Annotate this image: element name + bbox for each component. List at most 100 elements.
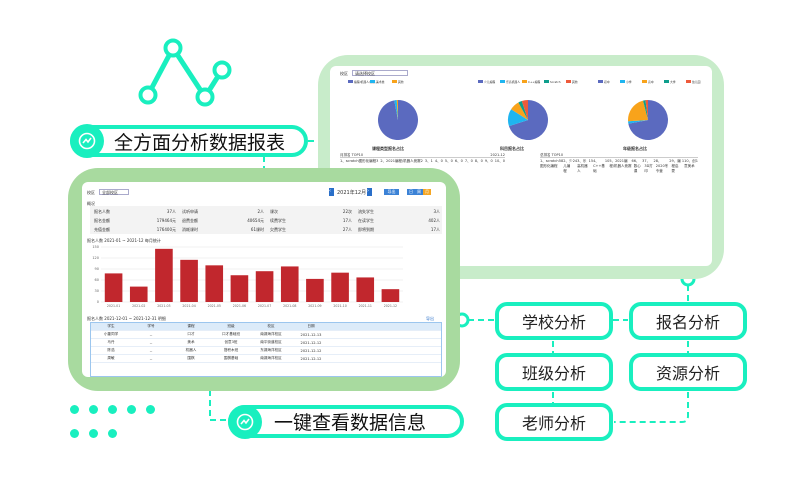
- x-tick-label: 2021-11: [359, 304, 372, 308]
- school-analysis-button[interactable]: 学校分析: [495, 302, 613, 340]
- item-name: 6、: [454, 159, 461, 163]
- x-tick-label: 2021-08: [283, 304, 296, 308]
- next-month-button[interactable]: ›: [367, 188, 372, 196]
- view-week-button[interactable]: 周: [415, 189, 423, 195]
- monthly-enrollment-bar-chart: 0 30 60 90 120 150 2021-01 2021-02 2021-03 2021-0…: [92, 245, 403, 308]
- teacher-analysis-button[interactable]: 老师分析: [495, 403, 613, 441]
- summary-label: 充值金额: [94, 227, 110, 232]
- table-cell: 2021-12-13: [300, 332, 322, 337]
- pie-charts: 编程/机器人/乐高 美术类 其他 少儿编程 乐高机器人 C++编程 Scratch 其他 初中 小…: [348, 80, 701, 140]
- item-name: 9、编程启蒙: [671, 159, 681, 173]
- legend-label[interactable]: 其他: [398, 80, 404, 84]
- enrollment-analysis-button[interactable]: 报名分析: [629, 302, 747, 340]
- item-name: 8、2020冬令营: [655, 159, 669, 173]
- bar: [280, 266, 299, 302]
- view-label: 一键查看数据信息: [228, 404, 464, 439]
- legend-label[interactable]: 乐高机器人: [506, 80, 520, 84]
- column-header: 日期: [307, 324, 315, 328]
- export-button[interactable]: 导出: [384, 189, 399, 195]
- pie-slice: [628, 100, 668, 140]
- view-month-button[interactable]: 月: [423, 189, 431, 195]
- legend-swatch: [566, 80, 571, 83]
- legend-swatch: [348, 80, 353, 83]
- region-label: 校区: [87, 190, 95, 195]
- list-item: 9、 0: [485, 159, 493, 164]
- legend-label[interactable]: Scratch: [550, 80, 561, 84]
- x-tick-label: 2021-03: [157, 304, 170, 308]
- summary-value: 37人: [166, 209, 176, 214]
- item-count: 0: [440, 159, 443, 163]
- summary-label: 报名金额: [94, 218, 110, 223]
- summary-label: 报名人数: [94, 209, 110, 214]
- table-row[interactable]: 小董同学 -- 口才 口才基础班 南湖海洋校区 2021-12-13: [91, 331, 441, 339]
- resource-analysis-button[interactable]: 资源分析: [629, 353, 747, 391]
- view-day-button[interactable]: 日: [407, 189, 415, 195]
- pie-slice: [508, 100, 548, 140]
- bar: [331, 272, 349, 302]
- table-cell: 2021-12-12: [300, 340, 322, 345]
- legend-label[interactable]: 初中: [604, 80, 610, 84]
- summary-value: 40654元: [247, 218, 264, 223]
- region-select[interactable]: 全部校区: [99, 189, 129, 195]
- table-cell: --: [149, 332, 153, 337]
- item-name: 3、乐高机器人: [577, 159, 588, 173]
- table-cell: 陈浩: [107, 348, 115, 352]
- table-row[interactable]: 陈浩 -- 机器人 搭积木班 东湖海洋校区 2021-12-12: [91, 347, 441, 355]
- summary-label: 退费金额: [182, 218, 198, 223]
- legend-swatch: [664, 80, 669, 83]
- item-count: 58: [558, 159, 564, 163]
- legend-swatch: [370, 80, 375, 83]
- table-cell: 美术: [187, 340, 195, 344]
- list-item: 10、 0: [495, 159, 505, 164]
- table-row[interactable]: 周敏 -- 围棋 围棋基础 南湖海洋校区 2021-12-12: [91, 355, 441, 363]
- line-chart-icon: [138, 38, 232, 107]
- table-cell: 南平街道校区: [260, 340, 282, 344]
- table-row[interactable]: 马丹 -- 美术 创意3班 南平街道校区 2021-12-12: [91, 339, 441, 347]
- list-item: 7、3D打印 2: [644, 159, 655, 173]
- item-count: 0: [470, 159, 473, 163]
- summary-item: 欠费学生 27人: [270, 227, 352, 233]
- list-item: 5、2021编程/机器人竞赛 6: [609, 159, 634, 168]
- legend-label[interactable]: 少儿编程: [484, 80, 495, 84]
- bar: [129, 286, 148, 302]
- x-tick-label: 2021-06: [233, 304, 246, 308]
- item-count: 0: [490, 159, 493, 163]
- item-count: 0: [460, 159, 463, 163]
- item-name: 6、数心课: [633, 159, 641, 173]
- region-select[interactable]: 请选择校区: [352, 70, 408, 76]
- legend-label[interactable]: 大学: [670, 80, 676, 84]
- enrollment-detail-table: 学生 学号 课程 班级 校区 日期 小董同学 -- 口才 口才基础班 南湖海洋校区 2021-12-1…: [90, 322, 442, 377]
- column-header: 学生: [107, 324, 115, 328]
- table-cell: 2021-12-12: [300, 348, 322, 353]
- x-tick-label: 2021-12: [384, 304, 397, 308]
- table-cell: 口才基础班: [222, 332, 240, 336]
- pie-slice: [518, 100, 528, 120]
- list-item: 6、数心课 3: [633, 159, 645, 173]
- legend-label[interactable]: 编程/机器人/乐高: [354, 80, 376, 84]
- item-count: 0: [450, 159, 453, 163]
- legend-label[interactable]: C++编程: [528, 80, 540, 84]
- legend-label[interactable]: 幼儿园: [692, 80, 701, 84]
- table-cell: 小董同学: [103, 332, 119, 336]
- summary-value: 176400元: [156, 227, 176, 232]
- list-item: 8、 0: [475, 159, 483, 164]
- legend-label[interactable]: 小学: [626, 80, 632, 84]
- prev-month-button[interactable]: ‹: [329, 188, 334, 196]
- summary-item: 报名人数 37人: [94, 209, 176, 215]
- legend-label[interactable]: 其他: [572, 80, 578, 84]
- item-count: 0: [502, 159, 505, 163]
- x-tick-label: 2021-07: [258, 304, 271, 308]
- column-header: 校区: [267, 324, 275, 328]
- legend-swatch: [544, 80, 549, 83]
- legend-label[interactable]: 美术类: [376, 80, 385, 84]
- table-cell: 创意3班: [224, 340, 238, 344]
- y-tick-label: 90: [95, 267, 99, 271]
- item-count: 6: [631, 159, 634, 163]
- table-export-link[interactable]: 导出: [426, 316, 434, 321]
- bar: [180, 259, 198, 302]
- item-name: 7、: [464, 159, 471, 163]
- report-label-text: 全方面分析数据报表: [114, 131, 286, 154]
- summary-label: 欠费学生: [270, 227, 286, 232]
- class-analysis-button[interactable]: 班级分析: [495, 353, 613, 391]
- legend-label[interactable]: 高中: [648, 80, 654, 84]
